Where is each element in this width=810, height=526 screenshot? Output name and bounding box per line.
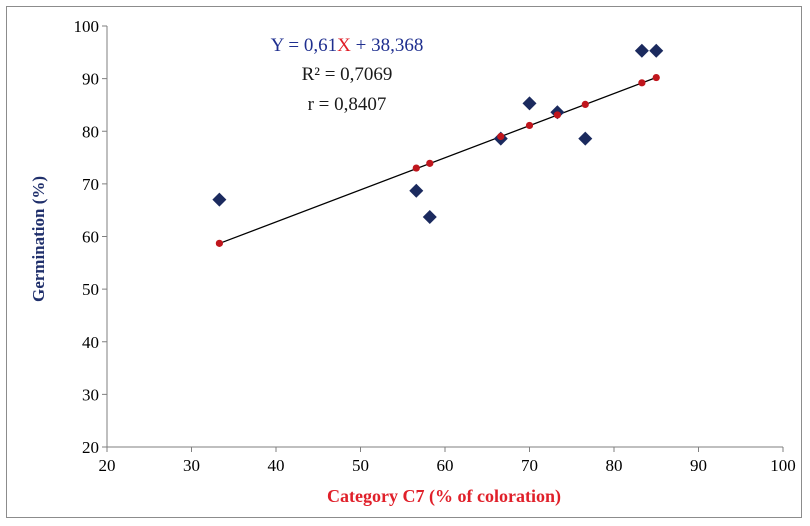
x-tick-label: 60 [437,456,454,475]
observed-point [212,192,227,207]
y-tick-label: 60 [82,228,99,247]
tick-labels: 20 30 40 50 60 70 80 90 100 20 30 40 50 60 70 80 90 100 [74,17,796,475]
y-tick-label: 30 [82,385,99,404]
x-tick-label: 30 [183,456,200,475]
predicted-point [497,132,505,141]
x-tick-label: 90 [690,456,707,475]
x-tick-label: 70 [521,456,538,475]
data-points [212,43,664,247]
observed-point [634,43,649,58]
regression-equation: Y = 0,61X + 38,368 [271,35,424,56]
x-tick-label: 100 [770,456,796,475]
x-tick-label: 50 [352,456,369,475]
y-tick-label: 70 [82,175,99,194]
scatter-chart: 20 30 40 50 60 70 80 90 100 20 30 40 50 60 70 80 90 100 G… [29,17,796,507]
y-tick-label: 80 [82,122,99,141]
x-tick-label: 80 [606,456,623,475]
equation-suffix: + 38,368 [351,35,423,56]
observed-point [649,43,664,58]
chart-frame: 20 30 40 50 60 70 80 90 100 20 30 40 50 60 70 80 90 100 G… [6,6,802,518]
predicted-point [652,73,660,82]
x-tick-label: 20 [99,456,116,475]
trendline [219,76,657,245]
trendline-group [219,76,657,245]
y-tick-label: 40 [82,333,99,352]
correlation-label: r = 0,8407 [308,94,387,115]
r-squared-label: R² = 0,7069 [302,64,393,85]
y-tick-label: 90 [82,70,99,89]
y-axis-label: Germination (%) [29,176,48,302]
axes [102,25,784,452]
predicted-point [412,164,420,172]
observed-point [522,96,537,111]
y-tick-label: 50 [82,280,99,299]
y-tick-label: 20 [82,438,99,457]
predicted-point [638,79,646,87]
y-tick-label: 100 [74,17,100,36]
observed-point [409,183,424,198]
predicted-point [553,111,561,119]
predicted-point [215,239,223,247]
predicted-point [525,121,534,130]
x-tick-label: 40 [268,456,285,475]
equation-variable: X [337,35,351,56]
x-axis-label: Category C7 (% of coloration) [327,486,561,507]
equation-prefix: Y = 0,61 [271,35,337,56]
observed-point [578,131,593,146]
predicted-point [426,159,434,167]
predicted-point [581,100,589,109]
observed-point [422,210,437,225]
